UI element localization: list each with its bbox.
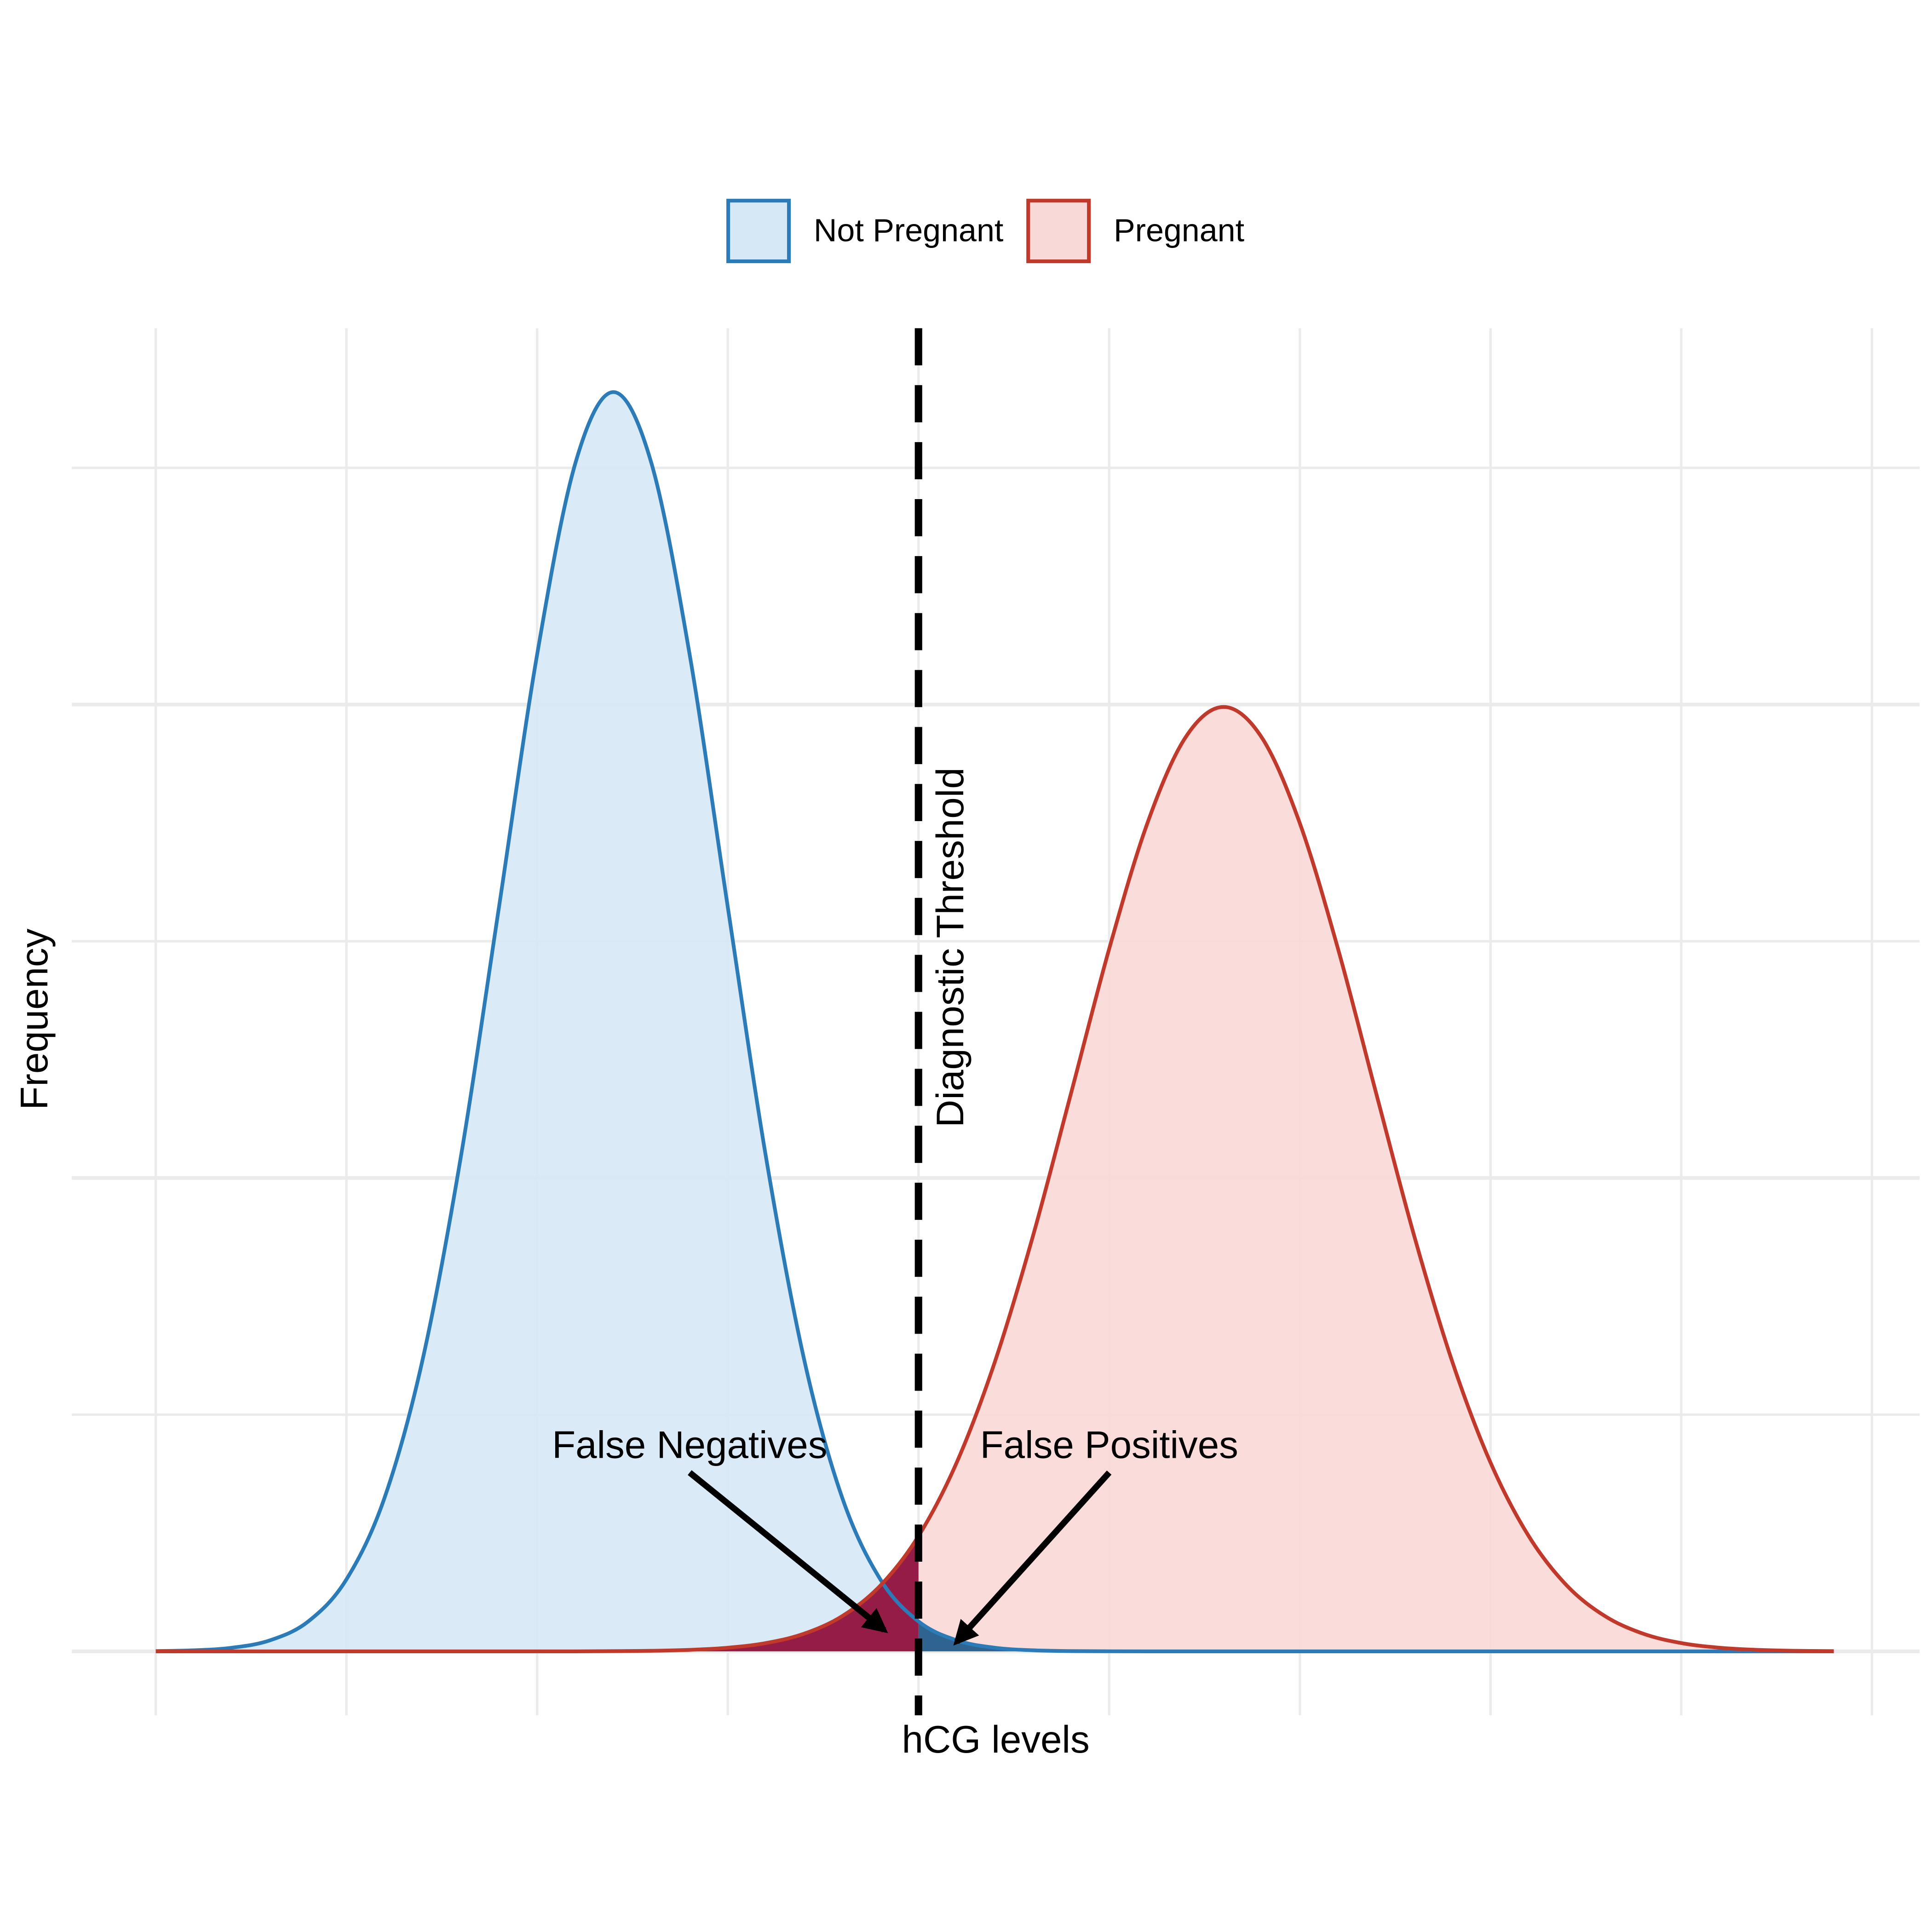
annotations: Diagnostic Threshold False Negatives False…: [552, 328, 1238, 1715]
lines: [155, 390, 1834, 1653]
x-axis-title: hCG levels: [902, 1718, 1090, 1761]
annotation-label: False Positives: [980, 1423, 1238, 1466]
density-area: [155, 392, 1834, 1651]
density-line: [155, 390, 1834, 1653]
annotation-arrow: [953, 1470, 1112, 1646]
density-line: [155, 705, 1834, 1653]
legend-key: [1026, 199, 1091, 264]
density-area: [155, 707, 1834, 1651]
legend: Not Pregnant Pregnant: [726, 199, 1244, 264]
overlap-area: [155, 1536, 919, 1651]
annotation-label: False Negatives: [552, 1423, 827, 1466]
legend-label: Pregnant: [1114, 213, 1244, 248]
threshold-label: Diagnostic Threshold: [928, 767, 972, 1127]
legend-key: [726, 199, 791, 264]
areas: [155, 392, 1834, 1651]
y-axis-title: Frequency: [12, 928, 56, 1110]
annotation-arrow: [688, 1470, 888, 1633]
legend-label: Not Pregnant: [814, 213, 1003, 248]
